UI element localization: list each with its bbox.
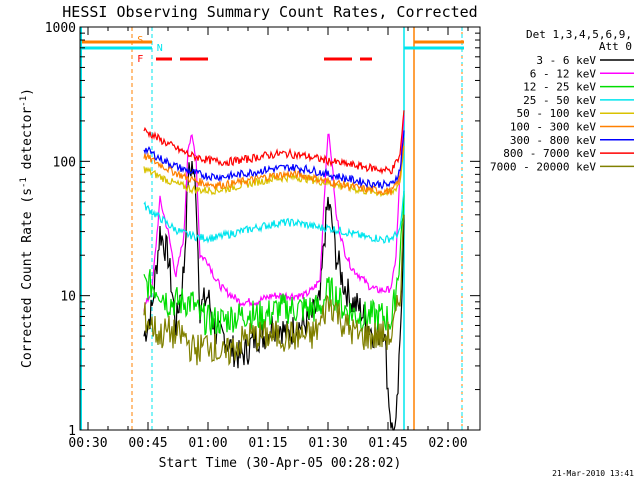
x-tick-label: 00:45 [128,436,167,451]
series-line-2 [143,191,405,336]
series-line-6 [143,130,405,190]
y-tick-label: 1000 [45,21,76,36]
x-tick-label: 02:00 [428,436,467,451]
series-line-4 [143,145,405,198]
legend-label: 50 - 100 keV [517,107,597,120]
legend-label: 7000 - 20000 keV [490,160,596,173]
legend-label: 800 - 7000 keV [503,147,596,160]
legend-header-line1: Det 1,3,4,5,6,9, [526,28,632,41]
top-marker-bars: S N F [82,35,464,65]
chart-title: HESSI Observing Summary Count Rates, Cor… [62,3,477,21]
y-axis-label-sup2: -1 [19,96,29,107]
y-axis-label: Corrected Count Rate (s-1 detector-1) [19,88,35,368]
x-tick-label: 01:15 [248,436,287,451]
footer-timestamp: 21-Mar-2010 13:41 [552,469,634,478]
y-tick-label: 100 [53,155,76,170]
x-tick-label: 01:45 [368,436,407,451]
x-axis-label: Start Time (30-Apr-05 00:28:02) [159,456,402,471]
y-axis-label-end: ) [20,88,35,96]
x-tick-label: 01:30 [308,436,347,451]
legend-label: 100 - 300 keV [510,121,596,134]
series-line-3 [143,191,405,244]
legend-label: 300 - 800 keV [510,134,596,147]
plot-area [80,27,480,430]
legend-label: 6 - 12 keV [530,67,597,80]
y-axis-label-sup1: -1 [19,177,29,188]
y-axis-label-mid: detector [20,107,35,178]
series-lines [143,110,405,431]
axes: 00:30 00:45 01:00 01:15 01:30 01:45 02:00 1 10 10… [45,21,481,451]
marker-label-s: S [137,35,143,46]
y-axis-label-main: Corrected Count Rate (s [20,188,35,368]
y-tick-label: 1 [68,424,76,439]
legend-label: 3 - 6 keV [536,54,596,67]
plot-frame [79,26,481,431]
marker-label-f: F [137,54,143,65]
legend-header-line2: Att 0 [599,40,632,53]
series-line-7 [143,110,405,175]
series-line-8 [143,214,405,366]
series-line-1 [143,115,405,312]
legend-label: 12 - 25 keV [523,81,596,94]
plot-background [80,27,480,430]
marker-label-n: N [157,43,163,54]
legend-label: 25 - 50 keV [523,94,596,107]
y-tick-label: 10 [60,290,76,305]
x-tick-label: 01:00 [188,436,227,451]
x-tick-label: 00:30 [68,436,107,451]
